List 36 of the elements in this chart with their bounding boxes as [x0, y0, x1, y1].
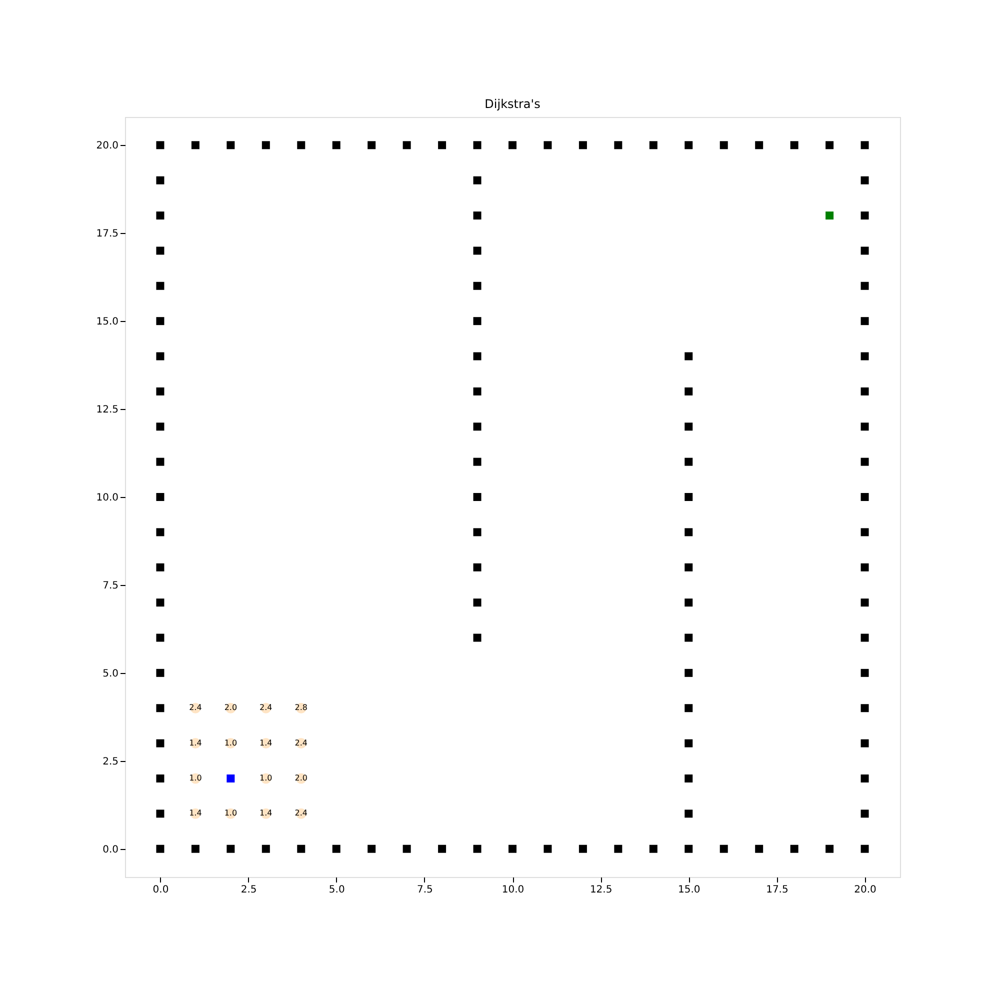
- point: [226, 774, 235, 782]
- y-tick-label: 2.5: [102, 756, 118, 768]
- x-tick-label: 12.5: [590, 884, 612, 896]
- annotation: 2.4: [260, 703, 272, 712]
- y-tick-label: 12.5: [96, 404, 118, 416]
- x-tick-label: 17.5: [766, 884, 788, 896]
- y-tick-label: 17.5: [96, 228, 118, 240]
- x-tick-label: 0.0: [152, 884, 169, 896]
- annotation: 2.4: [294, 738, 308, 748]
- y-tick-label: 7.5: [102, 580, 118, 592]
- annotation: 2.8: [294, 703, 308, 712]
- point: [826, 212, 834, 220]
- x-tick-label: 10.0: [502, 884, 524, 896]
- annotation: 2.0: [224, 703, 238, 712]
- chart-title: Dijkstra's: [484, 97, 540, 111]
- annotation: 1.4: [189, 738, 202, 748]
- annotation: 1.4: [189, 808, 202, 818]
- y-tick-label: 5.0: [102, 668, 118, 680]
- annotation: 1.0: [224, 808, 238, 818]
- y-tick-label: 20.0: [96, 140, 118, 152]
- annotation: 1.0: [260, 773, 272, 782]
- x-tick-label: 7.5: [416, 884, 433, 896]
- annotation: 1.4: [260, 808, 272, 818]
- annotation: 2.0: [294, 773, 308, 782]
- annotation: 2.4: [294, 808, 308, 818]
- y-tick-label: 15.0: [96, 316, 118, 328]
- x-tick-label: 2.5: [240, 884, 257, 896]
- y-tick-label: 10.0: [96, 492, 118, 504]
- annotation: 1.0: [224, 738, 238, 748]
- annotation: 2.4: [189, 703, 202, 712]
- y-tick-label: 0.0: [102, 844, 118, 856]
- annotation: 1.4: [260, 738, 272, 748]
- x-tick-label: 5.0: [328, 884, 345, 896]
- x-tick-label: 15.0: [678, 884, 700, 896]
- annotation: 1.0: [189, 773, 202, 782]
- x-tick-label: 20.0: [854, 884, 876, 896]
